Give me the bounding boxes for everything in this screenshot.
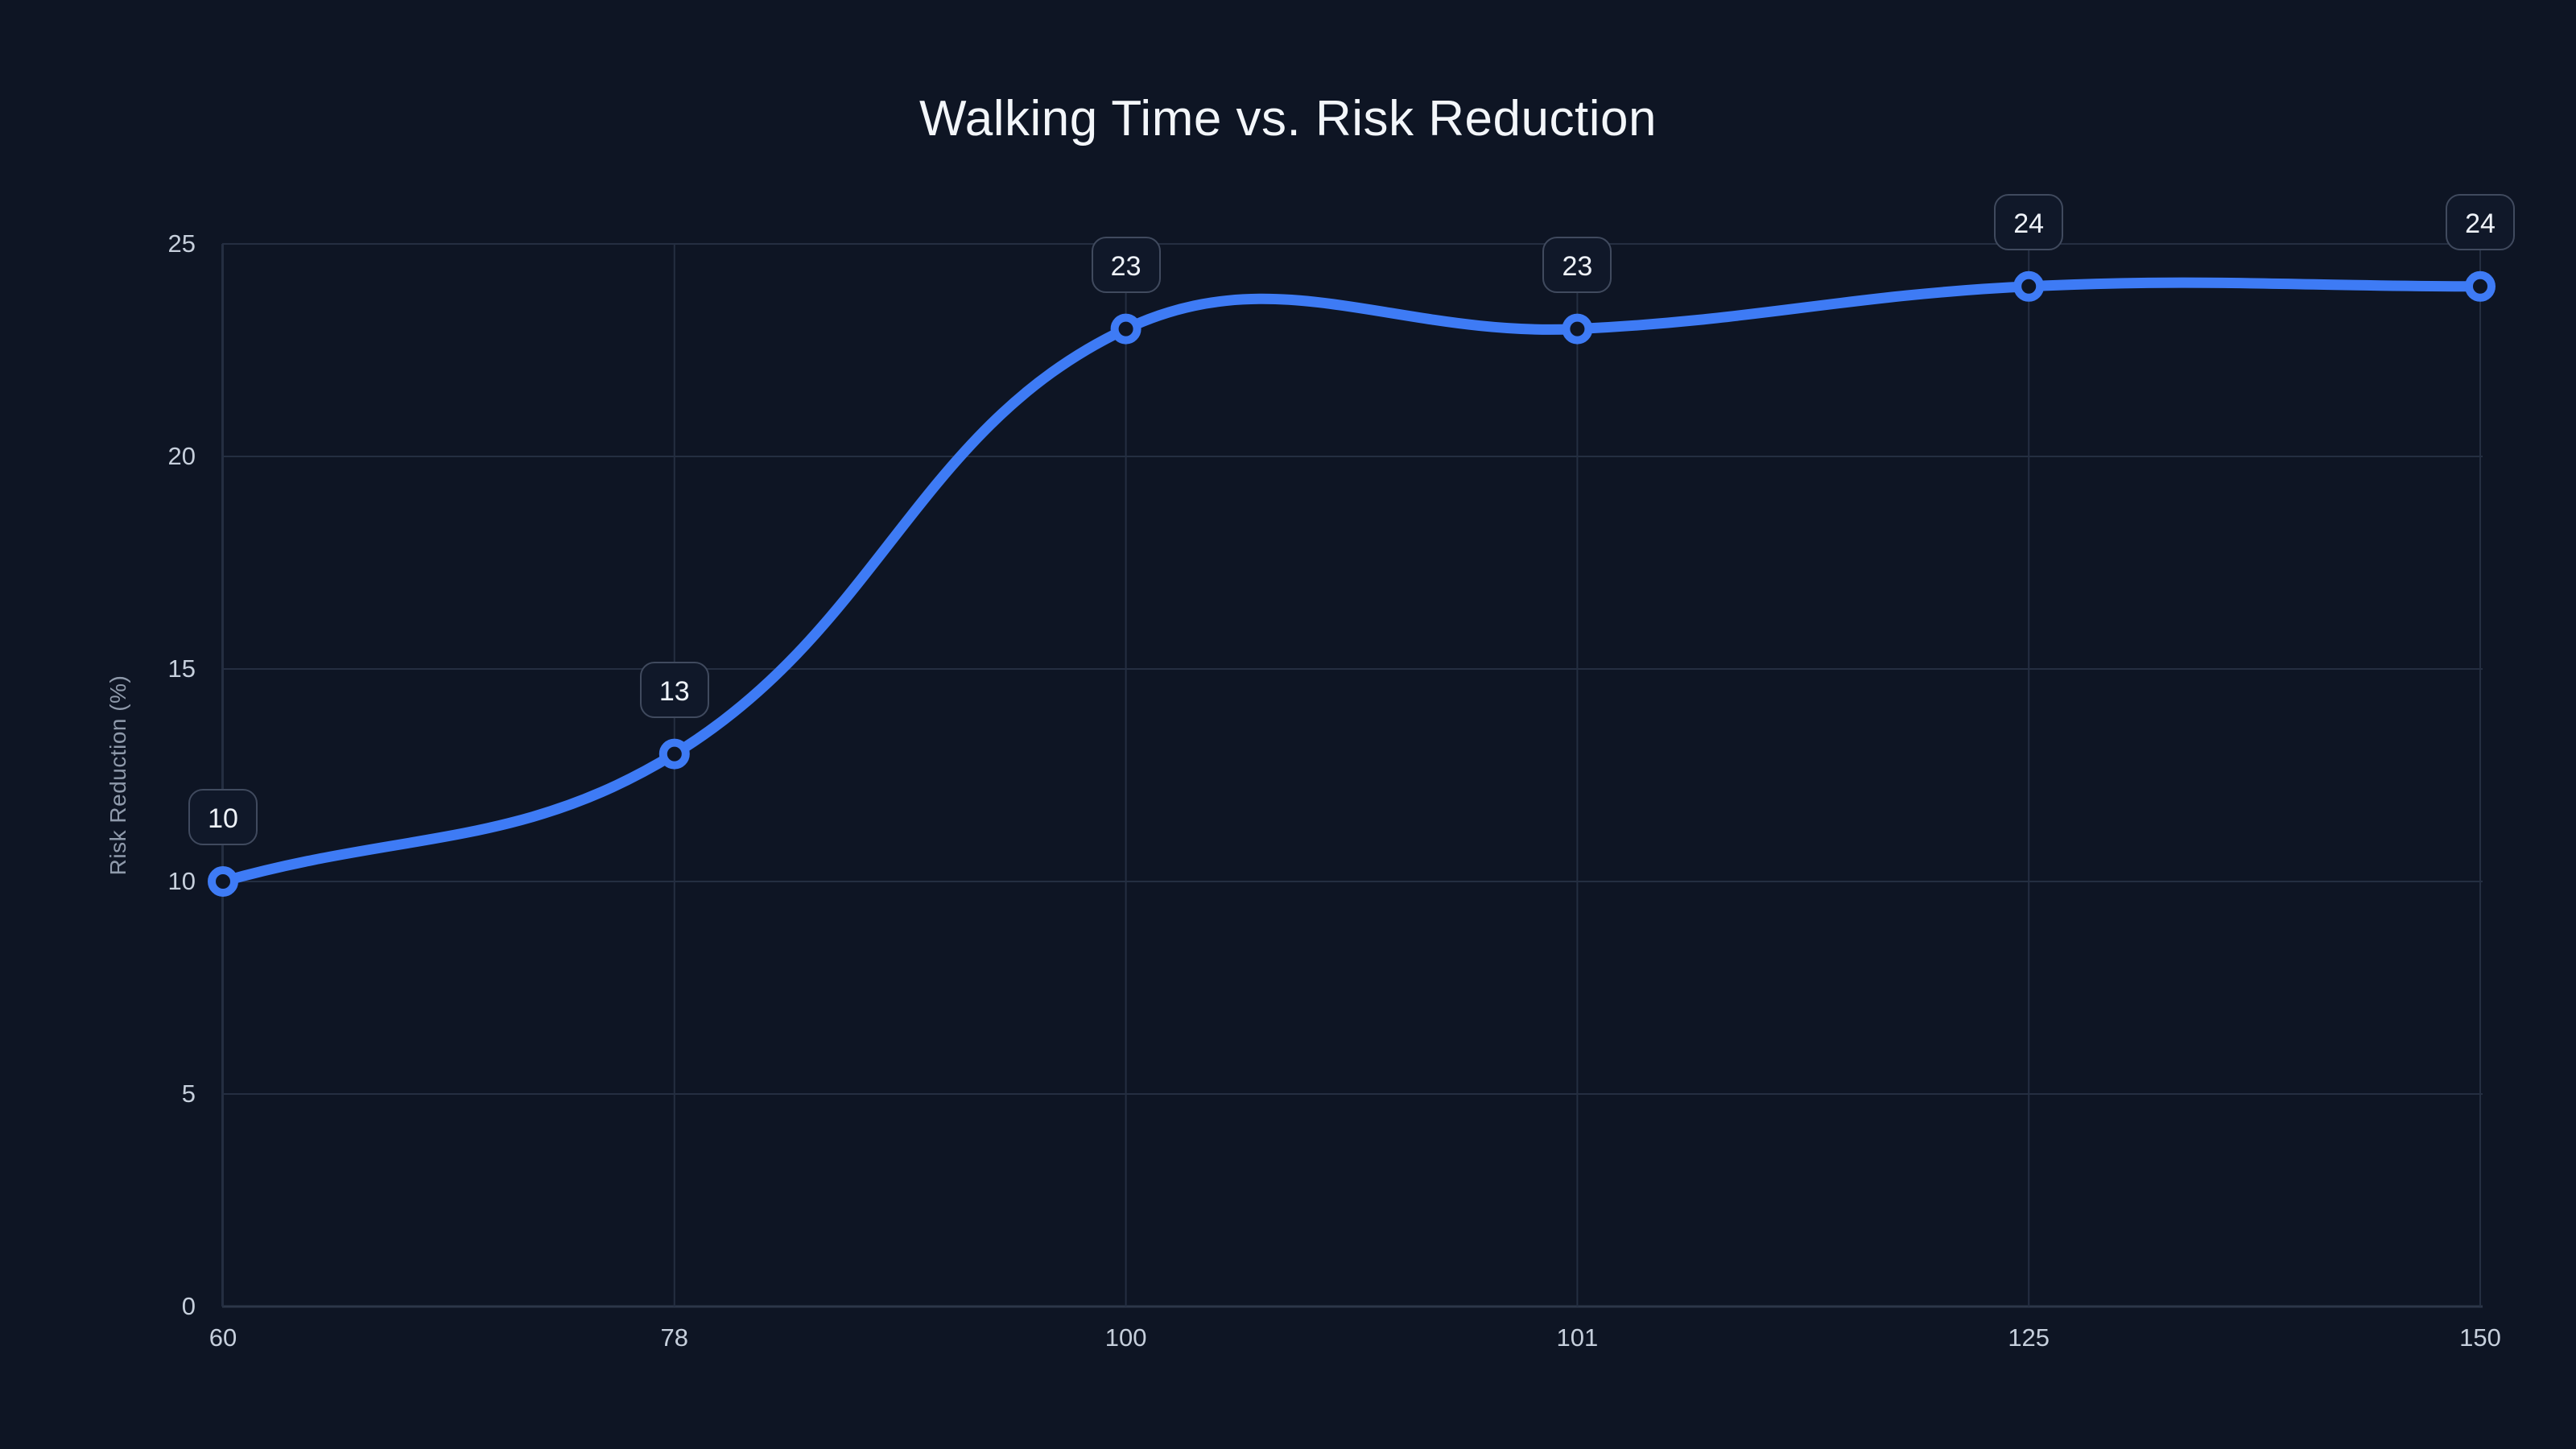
data-point-label: 13 (639, 661, 709, 718)
chart-title: Walking Time vs. Risk Reduction (919, 91, 1657, 147)
data-point-marker[interactable] (1110, 313, 1141, 345)
x-tick-label: 60 (208, 1323, 237, 1352)
data-point-label: 23 (1542, 236, 1612, 293)
y-tick-label: 10 (167, 867, 196, 895)
y-tick-label: 0 (181, 1292, 196, 1320)
data-point-label: 24 (1994, 193, 2064, 250)
data-point-marker[interactable] (2013, 270, 2045, 302)
x-tick-label: 78 (660, 1323, 689, 1352)
x-tick-label: 101 (1556, 1323, 1599, 1352)
data-point-marker[interactable] (208, 866, 238, 897)
data-point-label: 23 (1091, 236, 1161, 293)
series-line (217, 277, 2486, 887)
x-tick-label: 100 (1104, 1323, 1147, 1352)
data-point-marker[interactable] (2465, 270, 2496, 302)
y-tick-label: 15 (167, 654, 196, 683)
y-tick-label: 20 (167, 442, 196, 470)
y-tick-label: 25 (167, 229, 196, 258)
x-tick-label: 125 (2008, 1323, 2050, 1352)
y-tick-label: 5 (181, 1080, 196, 1108)
data-point-label: 10 (188, 789, 258, 845)
data-point-label: 24 (2446, 193, 2515, 250)
data-point-marker[interactable] (1562, 313, 1593, 345)
x-tick-label: 150 (2459, 1323, 2501, 1352)
data-point-marker[interactable] (658, 738, 690, 770)
